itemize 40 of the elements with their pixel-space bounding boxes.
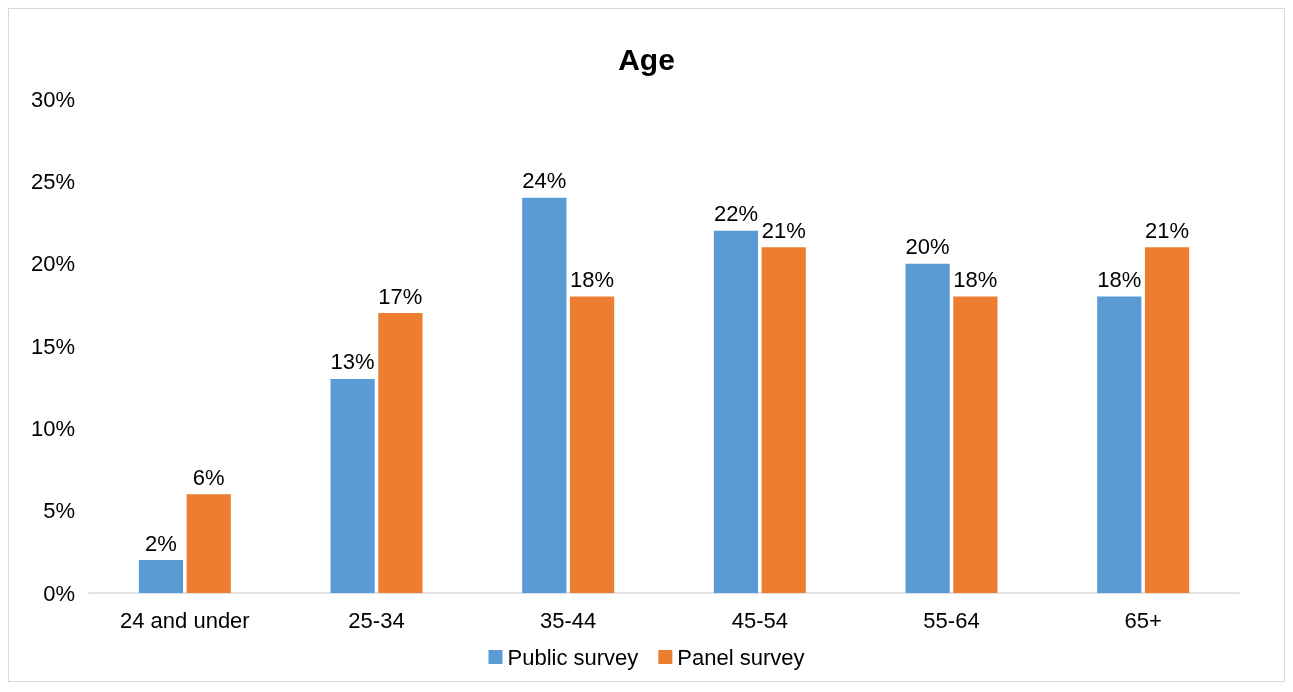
legend-label: Panel survey [677,644,805,670]
bar [905,263,950,593]
x-tick-label: 45-54 [731,607,788,633]
bar [761,247,806,593]
y-tick-label: 10% [30,415,75,441]
y-tick-label: 5% [43,498,75,524]
bar [186,494,231,593]
bar [1097,296,1142,593]
bar [378,313,423,593]
data-label: 18% [1097,267,1142,293]
y-tick-label: 30% [30,86,75,112]
x-tick-label: 65+ [1124,607,1162,633]
data-label: 21% [761,217,806,243]
data-label: 18% [953,267,998,293]
y-tick-label: 15% [30,333,75,359]
x-tick-label: 55-64 [923,607,980,633]
data-label: 21% [1145,217,1190,243]
legend-label: Public survey [507,644,639,670]
x-tick-label: 24 and under [120,607,250,633]
data-label: 24% [522,168,567,194]
data-label: 13% [330,349,375,375]
y-tick-label: 20% [30,251,75,277]
data-label: 18% [570,267,615,293]
x-tick-label: 35-44 [540,607,597,633]
bar [522,197,567,593]
bar [138,560,184,593]
bar [953,296,998,593]
bar [569,296,615,593]
y-tick-label: 0% [43,580,75,606]
bar [330,378,375,593]
data-label: 6% [192,464,225,490]
x-tick-label: 25-34 [348,607,405,633]
bar [1144,247,1190,593]
bar [713,230,759,593]
chart-title: Age [618,42,675,76]
data-label: 2% [145,530,177,556]
data-label: 20% [905,234,950,260]
data-label: 17% [378,283,423,309]
y-tick-label: 25% [30,168,75,194]
data-label: 22% [713,201,758,227]
